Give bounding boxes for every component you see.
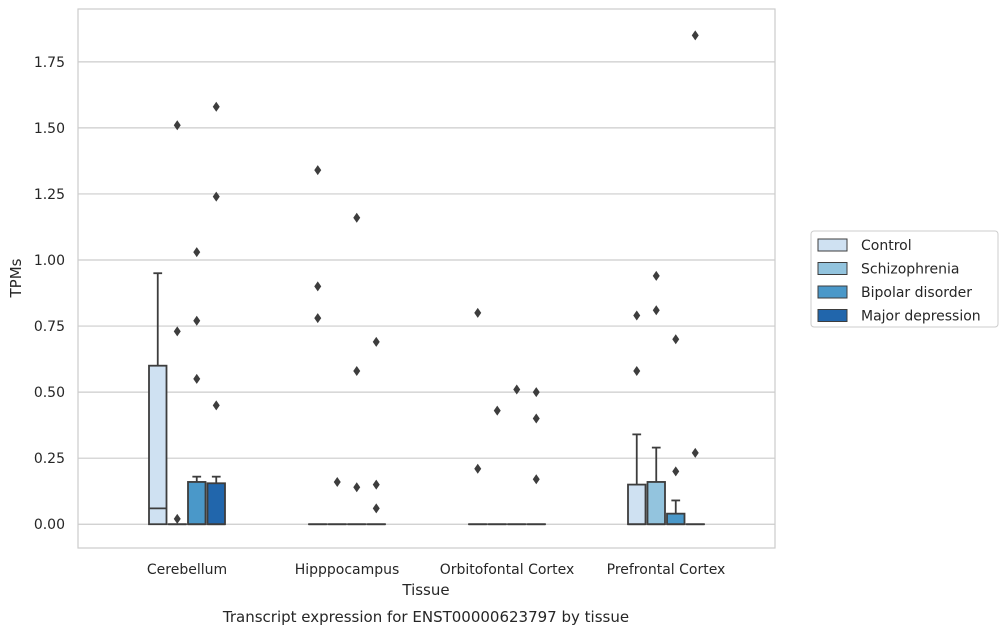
box-schizophrenia [487, 405, 507, 526]
plot-frame [77, 8, 776, 549]
outlier-point [353, 482, 361, 493]
box-major-depression [526, 387, 546, 526]
outlier-point [672, 334, 680, 345]
outlier-point [314, 165, 322, 176]
box-body [627, 483, 647, 526]
legend-frame [810, 230, 999, 328]
gridlines [78, 61, 775, 525]
y-tick-label: 1.50 [34, 121, 65, 137]
x-tick-label: Hipppocampus [295, 562, 400, 578]
box-bipolar-disorder [507, 384, 527, 526]
outlier-point [691, 447, 699, 458]
outlier-point [532, 413, 540, 424]
box-control [148, 272, 168, 526]
y-tick-label: 1.25 [34, 187, 65, 203]
x-axis-title: Tissue [401, 581, 449, 599]
outlier-point [193, 315, 201, 326]
box-major-depression [685, 30, 705, 526]
outlier-point [353, 365, 361, 376]
legend-swatch [817, 262, 848, 275]
box-control [627, 310, 647, 526]
legend-swatch [817, 238, 848, 252]
outlier-point [173, 513, 181, 524]
legend-label: Schizophrenia [861, 262, 959, 278]
outlier-point [513, 384, 521, 395]
y-tick-label: 0.00 [34, 517, 65, 533]
outlier-point [691, 30, 699, 41]
outlier-point [532, 387, 540, 398]
outlier-point [314, 313, 322, 324]
box-schizophrenia [327, 476, 347, 526]
outlier-point [372, 336, 380, 347]
outlier-point [193, 373, 201, 384]
box-marks [148, 30, 705, 526]
outlier-point [474, 463, 482, 474]
box-major-depression [366, 336, 386, 526]
y-tick-labels: 0.00 0.25 0.50 0.75 1.00 1.25 1.50 1.75 [34, 55, 65, 533]
box-body [666, 512, 686, 526]
outlier-point [173, 326, 181, 337]
outlier-point [173, 120, 181, 131]
x-tick-labels: Cerebellum Hipppocampus Orbitofontal Corte… [147, 562, 725, 578]
y-tick-label: 1.75 [34, 55, 65, 71]
outlier-point [193, 247, 201, 258]
box-major-depression [206, 101, 226, 526]
box-bipolar-disorder [347, 212, 367, 526]
box-schizophrenia [167, 120, 187, 526]
legend-items: Control Schizophrenia Bipolar disorder Majo… [817, 238, 981, 325]
outlier-point [333, 476, 341, 487]
box-schizophrenia [646, 270, 666, 526]
outlier-point [372, 479, 380, 490]
legend-label: Major depression [861, 309, 981, 325]
legend-label: Bipolar disorder [861, 285, 972, 301]
y-tick-label: 0.50 [34, 385, 65, 401]
legend-swatch [817, 309, 848, 322]
legend-swatch [817, 285, 848, 299]
y-axis-title: TPMs [7, 258, 25, 298]
chart-title: Transcript expression for ENST0000062379… [222, 608, 629, 626]
x-tick-label: Prefrontal Cortex [607, 562, 726, 578]
outlier-point [212, 101, 220, 112]
outlier-point [633, 310, 641, 321]
legend-label: Control [861, 238, 912, 254]
outlier-point [652, 270, 660, 281]
outlier-point [532, 474, 540, 485]
box-control [308, 165, 328, 526]
outlier-point [314, 281, 322, 292]
outlier-point [474, 307, 482, 318]
x-tick-label: Cerebellum [147, 562, 227, 578]
outlier-point [672, 466, 680, 477]
legend: Control Schizophrenia Bipolar disorder Majo… [810, 230, 999, 328]
outlier-point [493, 405, 501, 416]
y-tick-label: 0.25 [34, 451, 65, 467]
box-body [646, 481, 666, 526]
box-bipolar-disorder [187, 247, 207, 526]
outlier-point [212, 191, 220, 202]
x-tick-label: Orbitofontal Cortex [440, 562, 575, 578]
box-bipolar-disorder [666, 334, 686, 526]
y-tick-label: 0.75 [34, 319, 65, 335]
outlier-point [353, 212, 361, 223]
box-control [468, 307, 488, 526]
outlier-point [633, 365, 641, 376]
box-body [206, 482, 226, 526]
box-body [187, 481, 207, 526]
outlier-point [212, 400, 220, 411]
outlier-point [652, 305, 660, 316]
y-tick-label: 1.00 [34, 253, 65, 269]
box-body [148, 364, 168, 526]
outlier-point [372, 503, 380, 514]
